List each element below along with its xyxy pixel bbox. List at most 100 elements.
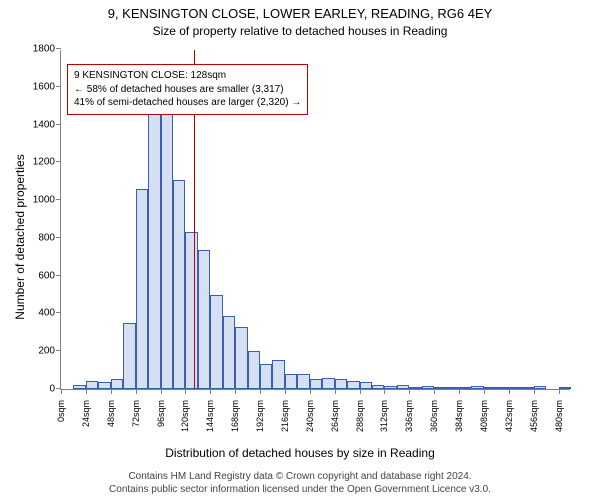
- histogram-bar: [310, 379, 322, 389]
- histogram-bar: [123, 323, 135, 389]
- annotation-line-3: 41% of semi-detached houses are larger (…: [74, 96, 301, 110]
- histogram-bar: [248, 351, 260, 389]
- histogram-bar: [210, 295, 222, 389]
- y-tick-mark: [56, 48, 61, 49]
- x-tick-mark: [185, 389, 186, 394]
- x-tick-mark: [384, 389, 385, 394]
- y-tick-label: 400: [38, 308, 55, 319]
- x-tick-mark: [335, 389, 336, 394]
- chart-subtitle: Size of property relative to detached ho…: [0, 24, 600, 38]
- y-tick-label: 0: [49, 384, 55, 395]
- x-tick-label: 96sqm: [156, 400, 166, 427]
- annotation-line-2: ← 58% of detached houses are smaller (3,…: [74, 83, 301, 97]
- histogram-bar: [521, 387, 533, 389]
- histogram-bar: [223, 316, 235, 389]
- x-tick-mark: [310, 389, 311, 394]
- y-tick-mark: [56, 199, 61, 200]
- x-tick-label: 0sqm: [56, 400, 66, 422]
- x-tick-mark: [559, 389, 560, 394]
- histogram-bar: [285, 374, 297, 389]
- x-tick-mark: [210, 389, 211, 394]
- annotation-box: 9 KENSINGTON CLOSE: 128sqm← 58% of detac…: [67, 64, 308, 115]
- x-tick-mark: [509, 389, 510, 394]
- y-tick-label: 1600: [33, 81, 55, 92]
- histogram-bar: [260, 364, 272, 390]
- histogram-bar: [397, 385, 409, 389]
- x-tick-label: 456sqm: [529, 400, 539, 432]
- x-tick-label: 432sqm: [504, 400, 514, 432]
- histogram-bar: [161, 113, 173, 389]
- histogram-bar: [235, 327, 247, 389]
- x-tick-label: 48sqm: [106, 400, 116, 427]
- histogram-bar: [272, 360, 284, 389]
- histogram-bar: [335, 379, 347, 389]
- x-tick-label: 288sqm: [355, 400, 365, 432]
- histogram-bar: [98, 382, 110, 389]
- histogram-bar: [447, 387, 459, 389]
- y-tick-label: 200: [38, 346, 55, 357]
- y-tick-mark: [56, 237, 61, 238]
- x-tick-label: 264sqm: [330, 400, 340, 432]
- x-tick-mark: [360, 389, 361, 394]
- histogram-bar: [185, 232, 197, 389]
- y-tick-label: 600: [38, 270, 55, 281]
- y-tick-label: 1800: [33, 44, 55, 55]
- histogram-bar: [509, 387, 521, 389]
- x-tick-mark: [434, 389, 435, 394]
- x-tick-label: 360sqm: [429, 400, 439, 432]
- x-tick-label: 240sqm: [305, 400, 315, 432]
- histogram-bar: [297, 374, 309, 389]
- y-tick-mark: [56, 161, 61, 162]
- x-axis-label: Distribution of detached houses by size …: [0, 446, 600, 460]
- histogram-bar: [434, 387, 446, 389]
- x-tick-mark: [61, 389, 62, 394]
- x-tick-label: 72sqm: [131, 400, 141, 427]
- histogram-bar: [459, 387, 471, 389]
- x-tick-label: 192sqm: [255, 400, 265, 432]
- x-tick-label: 144sqm: [205, 400, 215, 432]
- histogram-bar: [73, 385, 85, 389]
- x-tick-mark: [235, 389, 236, 394]
- x-tick-mark: [260, 389, 261, 394]
- histogram-bar: [559, 387, 571, 389]
- histogram-bar: [496, 387, 508, 389]
- x-tick-label: 336sqm: [404, 400, 414, 432]
- y-tick-mark: [56, 124, 61, 125]
- histogram-bar: [422, 386, 434, 389]
- x-tick-mark: [161, 389, 162, 394]
- y-tick-label: 1200: [33, 157, 55, 168]
- property-size-chart: 9, KENSINGTON CLOSE, LOWER EARLEY, READI…: [0, 0, 600, 500]
- y-tick-mark: [56, 86, 61, 87]
- footer-line-2: Contains public sector information licen…: [0, 484, 600, 497]
- histogram-bar: [86, 381, 98, 389]
- histogram-bar: [111, 379, 123, 389]
- histogram-bar: [173, 180, 185, 389]
- x-tick-mark: [136, 389, 137, 394]
- y-tick-label: 800: [38, 232, 55, 243]
- x-tick-mark: [459, 389, 460, 394]
- histogram-bar: [384, 386, 396, 389]
- x-tick-label: 312sqm: [379, 400, 389, 432]
- histogram-bar: [136, 189, 148, 389]
- y-tick-label: 1400: [33, 119, 55, 130]
- histogram-bar: [360, 382, 372, 389]
- x-tick-label: 168sqm: [230, 400, 240, 432]
- footer-line-1: Contains HM Land Registry data © Crown c…: [0, 471, 600, 484]
- annotation-line-1: 9 KENSINGTON CLOSE: 128sqm: [74, 69, 301, 83]
- x-tick-mark: [409, 389, 410, 394]
- plot-area: 0200400600800100012001400160018000sqm24s…: [60, 50, 570, 390]
- x-tick-label: 216sqm: [280, 400, 290, 432]
- y-tick-label: 1000: [33, 195, 55, 206]
- x-tick-mark: [534, 389, 535, 394]
- x-tick-label: 408sqm: [479, 400, 489, 432]
- x-tick-mark: [285, 389, 286, 394]
- histogram-bar: [471, 386, 483, 389]
- histogram-bar: [372, 385, 384, 389]
- x-tick-mark: [111, 389, 112, 394]
- histogram-bar: [484, 387, 496, 389]
- y-tick-mark: [56, 275, 61, 276]
- histogram-bar: [198, 250, 210, 389]
- histogram-bar: [534, 386, 546, 389]
- chart-title: 9, KENSINGTON CLOSE, LOWER EARLEY, READI…: [0, 6, 600, 21]
- histogram-bar: [409, 387, 421, 389]
